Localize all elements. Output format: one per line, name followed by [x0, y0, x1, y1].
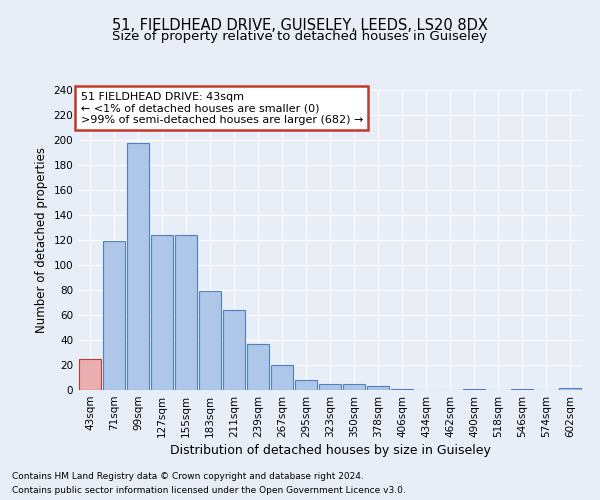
Bar — [295, 380, 317, 390]
Bar — [319, 384, 341, 390]
Bar — [175, 235, 197, 390]
Bar — [103, 242, 125, 390]
Bar — [559, 388, 581, 390]
Bar — [367, 386, 389, 390]
Bar — [199, 291, 221, 390]
Bar — [79, 359, 101, 390]
Bar — [511, 389, 533, 390]
X-axis label: Distribution of detached houses by size in Guiseley: Distribution of detached houses by size … — [170, 444, 490, 457]
Bar — [151, 235, 173, 390]
Text: 51 FIELDHEAD DRIVE: 43sqm
← <1% of detached houses are smaller (0)
>99% of semi-: 51 FIELDHEAD DRIVE: 43sqm ← <1% of detac… — [80, 92, 363, 124]
Bar — [391, 389, 413, 390]
Bar — [343, 384, 365, 390]
Text: Contains HM Land Registry data © Crown copyright and database right 2024.: Contains HM Land Registry data © Crown c… — [12, 472, 364, 481]
Y-axis label: Number of detached properties: Number of detached properties — [35, 147, 48, 333]
Bar — [247, 344, 269, 390]
Text: Size of property relative to detached houses in Guiseley: Size of property relative to detached ho… — [113, 30, 487, 43]
Bar — [127, 142, 149, 390]
Bar — [271, 365, 293, 390]
Text: Contains public sector information licensed under the Open Government Licence v3: Contains public sector information licen… — [12, 486, 406, 495]
Text: 51, FIELDHEAD DRIVE, GUISELEY, LEEDS, LS20 8DX: 51, FIELDHEAD DRIVE, GUISELEY, LEEDS, LS… — [112, 18, 488, 32]
Bar — [463, 389, 485, 390]
Bar — [223, 310, 245, 390]
